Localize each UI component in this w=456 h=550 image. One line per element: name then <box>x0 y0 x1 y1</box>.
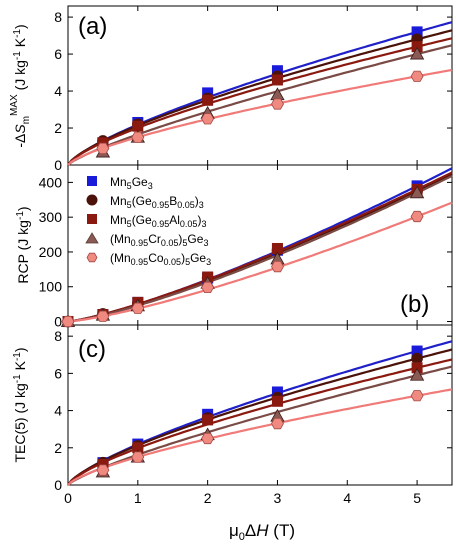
x-tick-label: 5 <box>413 490 421 506</box>
data-point <box>201 113 215 125</box>
x-tick-label: 3 <box>274 490 282 506</box>
data-point <box>96 142 110 155</box>
x-tick-label: 0 <box>64 490 72 506</box>
data-point <box>271 260 284 273</box>
fit-curve <box>67 21 453 166</box>
y-tick-label: 2 <box>54 440 62 456</box>
data-point <box>411 352 423 365</box>
fit-curve <box>67 340 453 486</box>
y-tick-label: 2 <box>54 120 62 136</box>
fit-curve <box>67 365 453 486</box>
legend-marker-hexagon <box>86 252 98 263</box>
fit-curve <box>67 68 453 166</box>
panel-c-ylabel: TEC(5) (J kg-1 K-1) <box>12 347 28 462</box>
legend-item-co-doped: (Mn0.95Co0.05)5Ge3 <box>86 251 211 267</box>
legend-item-mn5ge3: Mn5Ge3 <box>87 175 153 191</box>
data-point <box>409 185 425 199</box>
x-tick-label: 1 <box>134 490 142 506</box>
fit-curve <box>67 388 453 486</box>
data-point <box>411 362 423 374</box>
data-point <box>131 131 145 143</box>
legend: Mn5Ge3 Mn5(Ge0.95B0.05)3 Mn5(Ge0.95Al0.0… <box>85 175 211 267</box>
y-tick-label: 6 <box>54 365 62 381</box>
y-tick-label: 0 <box>54 314 62 330</box>
panel-a-ylabel: -ΔSmMAX (J kg-1 K-1) <box>9 24 32 147</box>
data-point <box>271 395 283 407</box>
fit-curve <box>67 29 453 166</box>
fit-curve <box>67 358 453 486</box>
data-point <box>131 302 145 314</box>
data-point <box>61 315 75 328</box>
fit-curve <box>67 348 453 486</box>
y-tick-label: 8 <box>54 9 62 25</box>
legend-marker-square <box>87 176 97 186</box>
x-tick-label: 4 <box>343 490 351 506</box>
y-tick-label: 100 <box>39 279 63 295</box>
data-point <box>271 74 283 86</box>
fit-curve <box>67 37 453 166</box>
legend-label: Mn5(Ge0.95B0.05)3 <box>110 194 204 210</box>
legend-item-cr-doped: (Mn0.95Cr0.05)5Ge3 <box>85 232 208 248</box>
fit-curve <box>67 171 453 323</box>
panel-b-letter: (b) <box>400 291 429 318</box>
panel-b-ylabel: RCP (J kg-1) <box>15 206 31 283</box>
data-point <box>411 345 423 357</box>
y-tick-label: 4 <box>54 83 62 99</box>
data-point <box>410 70 424 82</box>
data-point <box>132 442 144 454</box>
y-tick-label: 0 <box>54 157 62 173</box>
legend-marker-square <box>87 214 97 224</box>
data-point <box>96 464 110 476</box>
legend-marker-triangle <box>85 232 99 244</box>
data-markers <box>60 26 425 478</box>
data-point <box>202 94 214 106</box>
y-tick-label: 300 <box>39 209 63 225</box>
data-point <box>201 281 215 294</box>
y-tick-label: 400 <box>39 174 63 190</box>
data-point <box>96 310 110 322</box>
data-point <box>202 414 214 426</box>
legend-label: Mn5(Ge0.95Al0.05)3 <box>110 213 206 229</box>
data-point <box>409 46 425 60</box>
legend-item-al-doped: Mn5(Ge0.95Al0.05)3 <box>87 213 206 229</box>
legend-item-b-doped: Mn5(Ge0.95B0.05)3 <box>86 194 204 210</box>
data-point <box>411 26 423 38</box>
x-tick-label: 2 <box>204 490 212 506</box>
fit-curve <box>67 44 453 166</box>
data-point <box>271 98 284 110</box>
y-tick-label: 4 <box>54 403 62 419</box>
y-tick-label: 0 <box>54 477 62 493</box>
legend-label: (Mn0.95Co0.05)5Ge3 <box>110 251 211 267</box>
y-tick-label: 200 <box>39 244 63 260</box>
legend-label: Mn5Ge3 <box>110 175 153 191</box>
legend-label: (Mn0.95Cr0.05)5Ge3 <box>110 232 208 248</box>
data-point <box>411 41 423 53</box>
data-point <box>271 417 284 430</box>
data-point <box>271 242 283 254</box>
y-tick-label: 6 <box>54 46 62 62</box>
data-point <box>132 120 144 132</box>
legend-marker-circle <box>86 194 98 206</box>
panel-a-letter: (a) <box>78 13 107 40</box>
panel-c-letter: (c) <box>78 336 106 363</box>
data-point <box>131 451 145 463</box>
y-tick-label: 8 <box>54 328 62 344</box>
data-point <box>409 367 425 381</box>
data-point <box>201 432 215 445</box>
x-axis-label: μ0ΔH (T) <box>229 521 295 543</box>
data-point <box>410 390 424 402</box>
data-point <box>410 210 424 223</box>
panel-c-frame <box>67 324 453 486</box>
